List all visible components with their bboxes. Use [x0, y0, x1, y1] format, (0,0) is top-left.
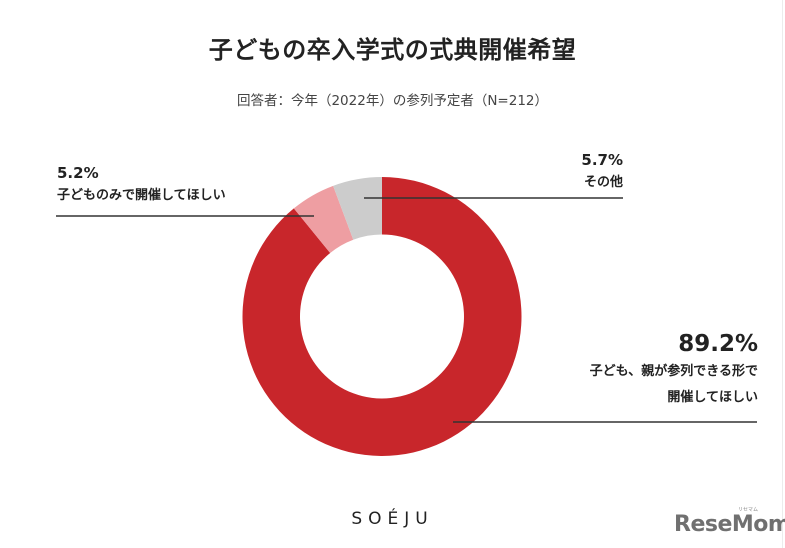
label-parents-percent: 89.2% — [678, 331, 758, 357]
label-parents-category-line2: 開催してほしい — [667, 390, 758, 405]
label-other-category: その他 — [583, 175, 623, 190]
label-kids-only-category: 子どものみで開催してほしい — [57, 188, 226, 203]
slice-parents — [242, 177, 522, 457]
slice-kids-only — [293, 185, 354, 253]
right-edge-border — [782, 0, 783, 548]
label-parents-category-line1: 子ども、親が参列できる形で — [589, 364, 758, 379]
watermark-resemom-logo: ReseMom — [674, 512, 785, 537]
brand-logo-soeju: SOÉJU — [351, 509, 434, 529]
chart-title: 子どもの卒入学式の式典開催希望 — [208, 36, 577, 64]
donut-slices — [242, 177, 522, 457]
chart-subtitle: 回答者：今年（2022年）の参列予定者（N=212） — [236, 93, 549, 109]
label-parents: 89.2% 子ども、親が参列できる形で 開催してほしい — [590, 331, 758, 409]
label-other: 5.7% その他 — [581, 151, 623, 194]
label-kids-only: 5.2% 子どものみで開催してほしい — [57, 164, 226, 207]
label-other-percent: 5.7% — [581, 151, 623, 169]
label-kids-only-percent: 5.2% — [57, 164, 99, 182]
watermark-resemom-kana: リセマム — [738, 507, 759, 513]
slice-other — [333, 177, 382, 240]
